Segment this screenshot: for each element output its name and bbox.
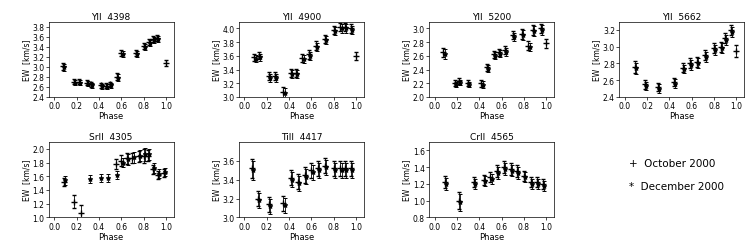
Title: TiII  4417: TiII 4417 — [280, 133, 322, 142]
Text: *  December 2000: * December 2000 — [629, 181, 724, 191]
X-axis label: Phase: Phase — [479, 232, 504, 241]
X-axis label: Phase: Phase — [289, 112, 314, 121]
Y-axis label: EW  [km/s]: EW [km/s] — [22, 39, 31, 81]
X-axis label: Phase: Phase — [99, 232, 124, 241]
X-axis label: Phase: Phase — [669, 112, 694, 121]
Y-axis label: EW  [km/s]: EW [km/s] — [402, 159, 411, 201]
X-axis label: Phase: Phase — [99, 112, 124, 121]
Y-axis label: EW  [km/s]: EW [km/s] — [402, 39, 411, 81]
Y-axis label: EW  [km/s]: EW [km/s] — [212, 159, 221, 201]
Title: CrII  4565: CrII 4565 — [470, 133, 513, 142]
X-axis label: Phase: Phase — [289, 232, 314, 241]
Y-axis label: EW  [km/s]: EW [km/s] — [22, 159, 31, 201]
Title: YII  4900: YII 4900 — [282, 13, 321, 22]
X-axis label: Phase: Phase — [479, 112, 504, 121]
Y-axis label: EW  [km/s]: EW [km/s] — [592, 39, 601, 81]
Title: YII  5200: YII 5200 — [472, 13, 511, 22]
Text: +  October 2000: + October 2000 — [629, 158, 716, 168]
Title: SrII  4305: SrII 4305 — [90, 133, 133, 142]
Title: YII  4398: YII 4398 — [91, 13, 131, 22]
Title: YII  5662: YII 5662 — [662, 13, 702, 22]
Y-axis label: EW  [km/s]: EW [km/s] — [212, 39, 221, 81]
